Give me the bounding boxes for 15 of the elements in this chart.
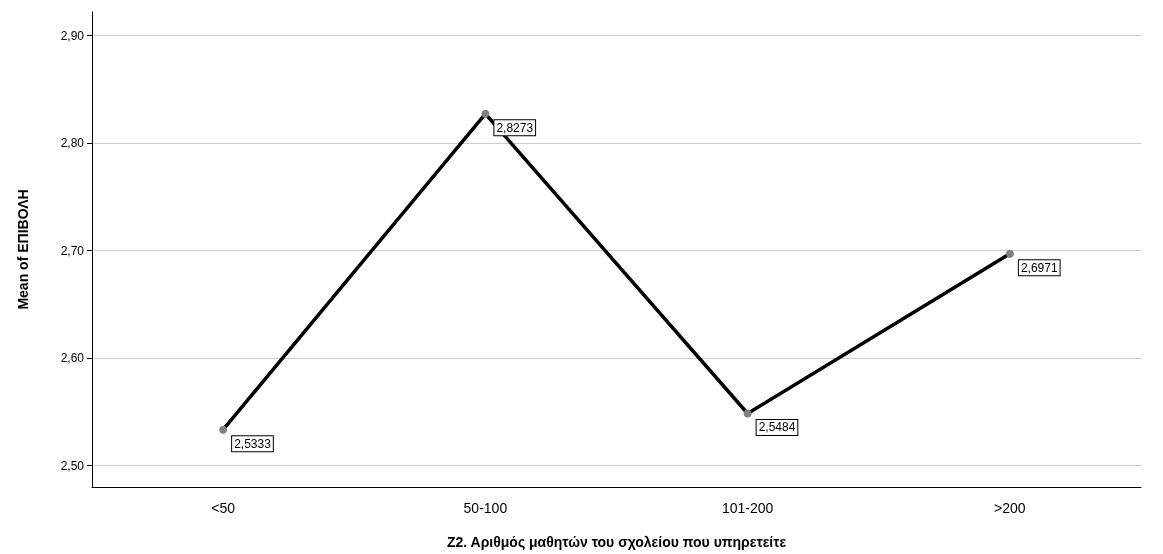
data-label: 2,5333	[234, 436, 272, 451]
x-tick-label: >200	[994, 500, 1026, 516]
y-tick-label: 2,50	[60, 458, 85, 473]
y-tick-label: 2,60	[60, 351, 85, 366]
data-label: 2,5484	[758, 420, 796, 435]
y-axis-title: Mean of ΕΠΙΒΟΛΗ	[15, 189, 31, 310]
x-tick-label: 101-200	[721, 500, 774, 516]
y-tick-label: 2,90	[60, 28, 85, 43]
data-label: 2,6971	[1020, 260, 1058, 275]
y-tick-label: 2,70	[60, 243, 85, 258]
x-tick-label: 50-100	[463, 500, 508, 516]
y-tick-label: 2,80	[60, 136, 85, 151]
x-axis-title: Ζ2. Αριθμός μαθητών του σχολείου που υπηρετείτε	[446, 534, 787, 550]
data-label: 2,8273	[496, 120, 534, 135]
x-tick-label: <50	[211, 500, 236, 516]
